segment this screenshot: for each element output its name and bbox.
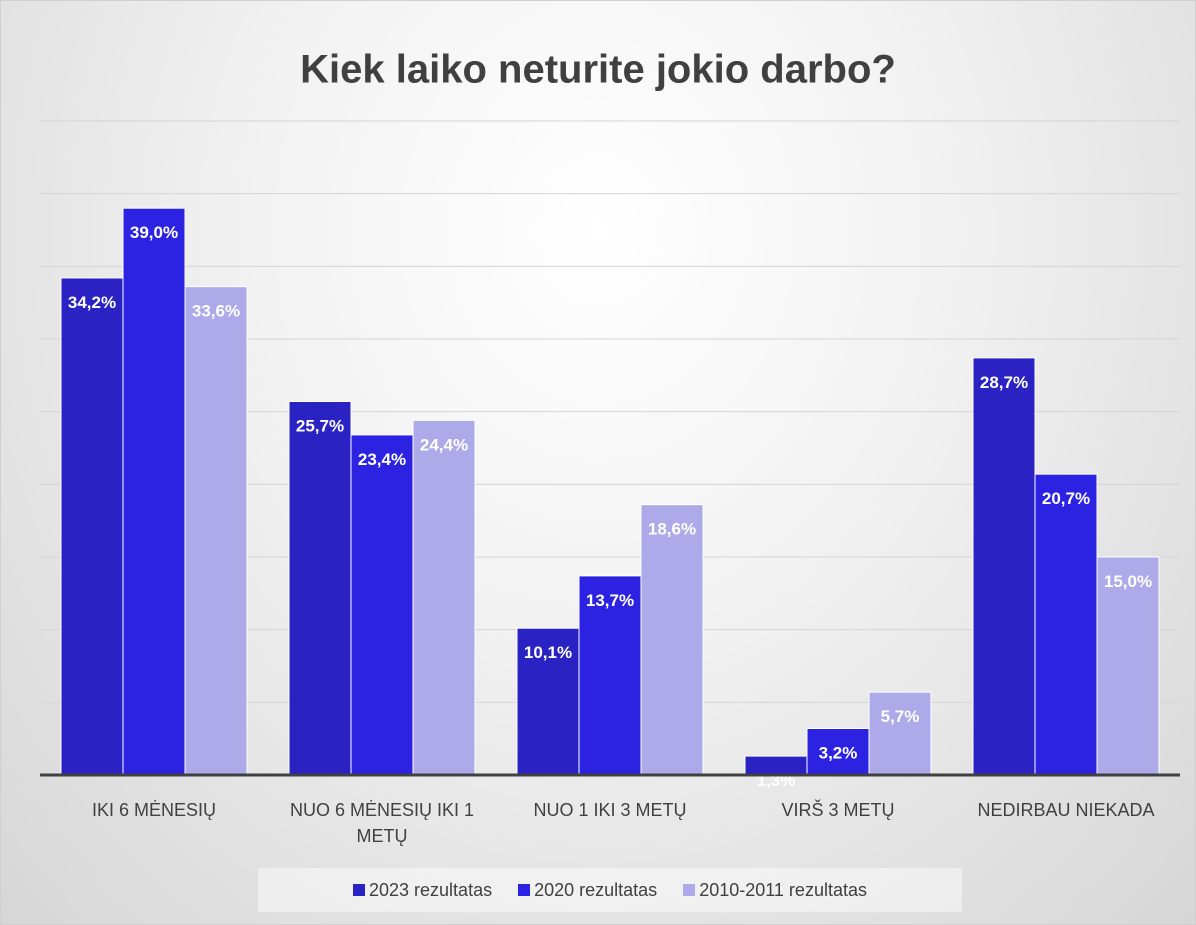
bar bbox=[578, 575, 642, 776]
data-label: 20,7% bbox=[1042, 489, 1090, 508]
chart-title: Kiek laiko neturite jokio darbo? bbox=[300, 48, 896, 92]
x-tick-label: NUO 6 MĖNESIŲ IKI 1 METŲ bbox=[289, 800, 475, 846]
bar bbox=[350, 434, 414, 776]
bar bbox=[1034, 473, 1098, 776]
data-label: 23,4% bbox=[358, 450, 406, 469]
legend-label: 2010-2011 rezultatas bbox=[699, 879, 867, 900]
legend-swatch bbox=[683, 884, 696, 896]
x-tick-label: VIRŠ 3 METŲ bbox=[781, 800, 895, 820]
legend-item: 2010-2011 rezultatas bbox=[683, 880, 867, 901]
data-label: 13,7% bbox=[586, 591, 634, 610]
data-label: 10,1% bbox=[524, 643, 572, 662]
x-tick-label: NUO 1 IKI 3 METŲ bbox=[533, 800, 687, 820]
bar bbox=[516, 627, 580, 776]
x-tick-label: NEDIRBAU NIEKADA bbox=[977, 800, 1155, 820]
data-label: 15,0% bbox=[1104, 572, 1152, 591]
bar bbox=[972, 357, 1036, 776]
data-label: 3,2% bbox=[819, 743, 858, 762]
x-tick-label: IKI 6 MĖNESIŲ bbox=[91, 800, 217, 820]
legend-swatch bbox=[353, 884, 365, 896]
data-label: 5,7% bbox=[881, 707, 920, 726]
data-label: 33,6% bbox=[192, 302, 240, 321]
bar bbox=[1096, 556, 1160, 776]
data-label: 39,0% bbox=[130, 223, 178, 242]
bar bbox=[184, 286, 248, 776]
data-label: 24,4% bbox=[420, 435, 468, 454]
data-label: 25,7% bbox=[296, 416, 344, 435]
bar bbox=[868, 691, 932, 776]
bar bbox=[122, 207, 186, 776]
data-label: 34,2% bbox=[68, 293, 116, 312]
bar bbox=[412, 419, 476, 776]
legend: 2023 rezultatas 2020 rezultatas 2010-2011 … bbox=[258, 868, 962, 912]
bar bbox=[60, 277, 124, 776]
bar bbox=[288, 400, 352, 776]
legend-label: 2023 rezultatas bbox=[369, 879, 493, 900]
bar bbox=[640, 504, 704, 776]
legend-swatch bbox=[518, 884, 531, 896]
data-label: 28,7% bbox=[980, 373, 1028, 392]
legend-item: 2020 rezultatas bbox=[518, 880, 657, 901]
legend-item: 2023 rezultatas bbox=[353, 880, 492, 901]
data-label: 18,6% bbox=[648, 520, 696, 539]
legend-label: 2020 rezultatas bbox=[534, 879, 658, 900]
